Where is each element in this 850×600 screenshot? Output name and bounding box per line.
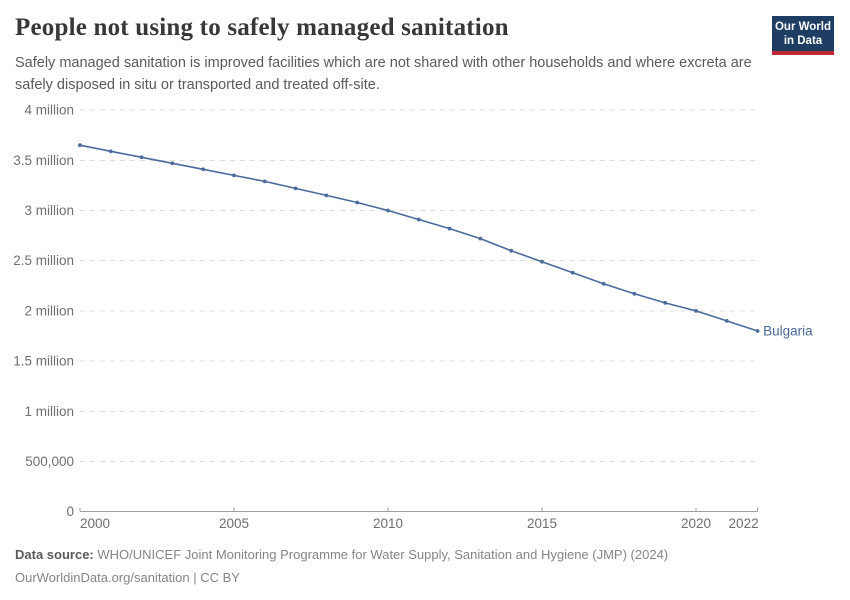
data-point	[324, 193, 329, 198]
y-tick-label: 3 million	[24, 203, 74, 218]
data-point	[570, 270, 575, 275]
data-point	[108, 149, 113, 154]
y-tick-label: 1.5 million	[13, 354, 74, 369]
y-tick-label: 3.5 million	[13, 153, 74, 168]
x-tick-label: 2015	[527, 516, 557, 531]
data-point	[262, 179, 267, 184]
data-point	[755, 329, 760, 333]
data-point	[724, 319, 729, 323]
data-point	[386, 208, 390, 213]
data-point	[416, 217, 421, 222]
chart-subtitle: Safely managed sanitation is improved fa…	[15, 55, 752, 93]
data-point	[663, 301, 668, 305]
x-tick-label: 2022	[729, 516, 759, 531]
data-point	[632, 291, 637, 296]
y-tick-label: 0	[66, 504, 74, 519]
data-source-label: Data source:	[15, 547, 94, 562]
x-tick-label: 2005	[219, 516, 249, 531]
data-point	[447, 226, 452, 231]
data-point	[201, 167, 206, 172]
y-tick-label: 2 million	[24, 303, 74, 318]
owid-logo-line2: in Data	[783, 35, 823, 47]
data-point	[601, 281, 606, 286]
data-point	[478, 236, 483, 241]
attribution-line: OurWorldinData.org/sanitation | CC BY	[15, 570, 240, 585]
x-tick-label: 2000	[80, 516, 110, 531]
chart-footer: Data source: WHO/UNICEF Joint Monitoring…	[15, 543, 668, 589]
x-tick-label: 2020	[681, 516, 711, 531]
owid-logo-line1: Our World	[774, 21, 831, 33]
chart-title: People not using to safely managed sanit…	[15, 14, 509, 41]
data-point	[540, 259, 544, 264]
data-point	[293, 186, 298, 191]
y-tick-label: 500,000	[25, 454, 74, 469]
series-line-bulgaria	[79, 144, 759, 332]
data-point	[232, 173, 236, 178]
x-tick-label: 2010	[373, 516, 403, 531]
data-source-text: WHO/UNICEF Joint Monitoring Programme fo…	[93, 547, 669, 562]
data-point	[694, 309, 698, 313]
data-point	[78, 143, 82, 148]
y-tick-label: 1 million	[24, 404, 74, 419]
entity-label-bulgaria: Bulgaria	[763, 323, 813, 338]
data-point	[170, 161, 175, 166]
y-tick-label: 2.5 million	[13, 253, 74, 268]
owid-logo: Our World in Data	[772, 16, 834, 55]
data-point	[139, 155, 144, 160]
y-tick-label: 4 million	[24, 103, 74, 118]
data-point	[509, 248, 514, 253]
data-point	[355, 200, 360, 205]
data-source-line: Data source: WHO/UNICEF Joint Monitoring…	[15, 543, 668, 566]
